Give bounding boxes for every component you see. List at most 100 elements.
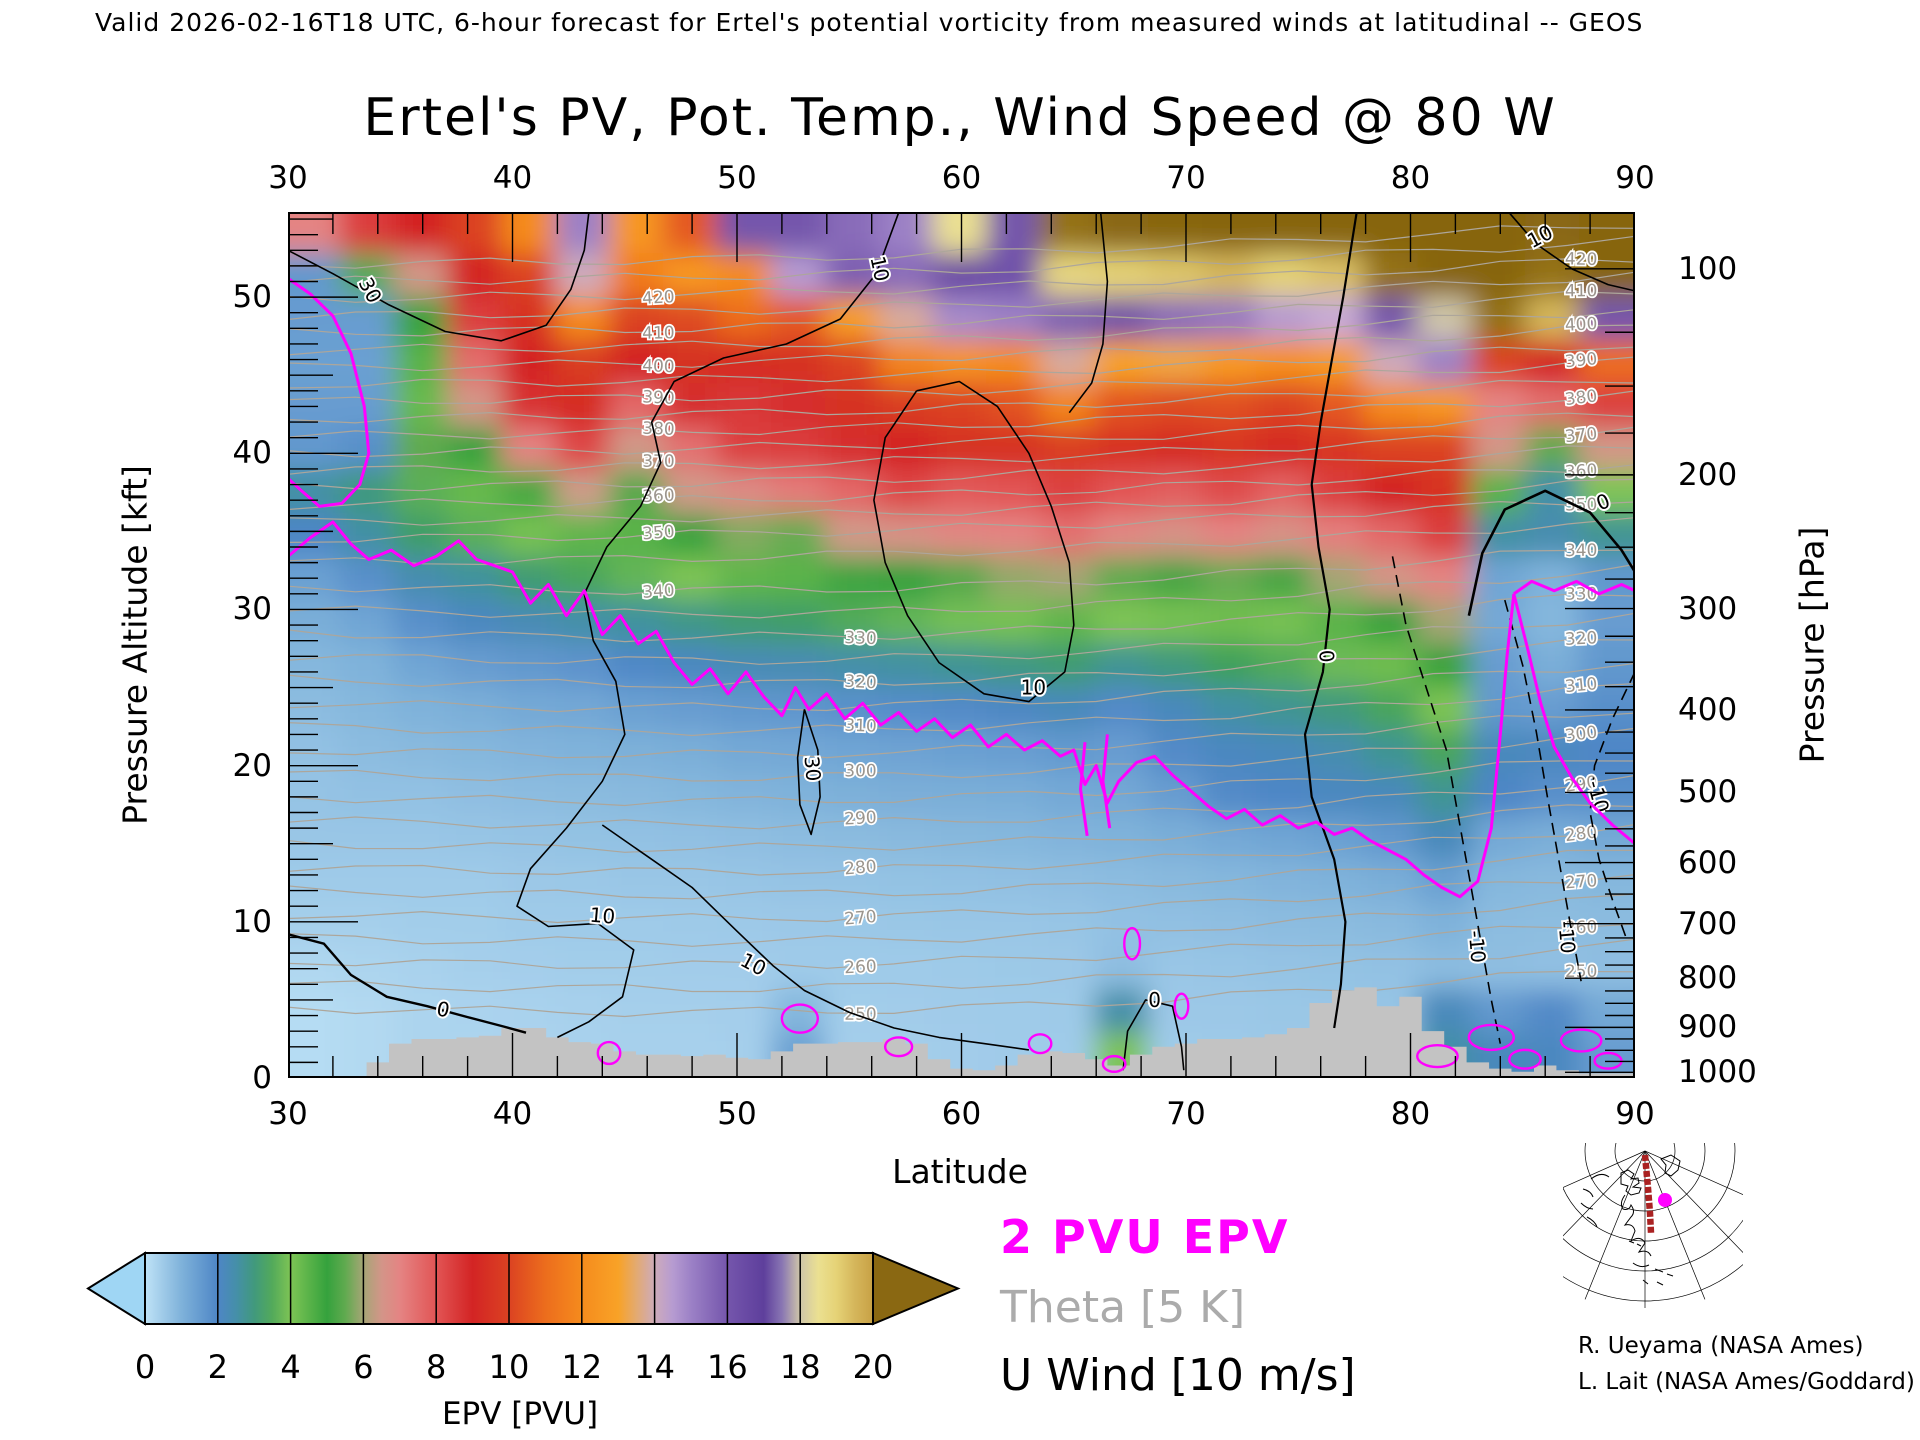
svg-text:320: 320 xyxy=(1564,628,1597,650)
tick-label: 900 xyxy=(1678,1009,1738,1046)
left-axis-tick-labels: 0 10 20 30 40 50 xyxy=(0,0,272,1440)
tick-label: 400 xyxy=(1678,691,1738,728)
epv-colorbar xyxy=(86,1251,961,1326)
transect-line xyxy=(1641,1154,1655,1234)
epv-heatmap xyxy=(288,212,1635,1078)
svg-text:410: 410 xyxy=(1565,281,1598,301)
tick-label: 50 xyxy=(232,279,272,316)
colorbar-tick-labels: 0 2 4 6 8 10 12 14 16 18 20 xyxy=(80,1348,980,1388)
svg-text:-10: -10 xyxy=(1464,929,1491,964)
plot-title: Ertel's PV, Pot. Temp., Wind Speed @ 80 … xyxy=(363,88,1557,148)
svg-text:320: 320 xyxy=(844,672,877,694)
tick-label: 40 xyxy=(232,435,272,472)
tick-label: 8 xyxy=(426,1348,447,1386)
svg-text:280: 280 xyxy=(843,857,877,880)
tick-label: 100 xyxy=(1678,250,1738,287)
top-axis-tick-labels: 30 40 50 60 70 80 90 xyxy=(0,160,1920,196)
colorbar-title: EPV [PVU] xyxy=(441,1396,599,1432)
valid-time-header: Valid 2026-02-16T18 UTC, 6-hour forecast… xyxy=(95,8,1644,37)
svg-text:270: 270 xyxy=(1564,871,1598,893)
svg-text:330: 330 xyxy=(1565,584,1598,604)
svg-text:380: 380 xyxy=(642,419,675,440)
svg-text:410: 410 xyxy=(642,323,675,344)
tick-label: 70 xyxy=(1166,160,1206,196)
tick-label: 200 xyxy=(1678,456,1738,493)
svg-text:370: 370 xyxy=(642,452,674,472)
svg-text:300: 300 xyxy=(1564,722,1599,746)
tick-label: 20 xyxy=(852,1348,894,1386)
tick-label: 10 xyxy=(232,903,272,940)
tick-label: 0 xyxy=(252,1060,272,1096)
credit-line-1: R. Ueyama (NASA Ames) xyxy=(1578,1333,1864,1359)
tick-label: 0 xyxy=(134,1348,156,1386)
tick-label: 600 xyxy=(1678,844,1738,881)
svg-text:360: 360 xyxy=(1564,461,1598,483)
legend-theta: Theta [5 K] xyxy=(1000,1282,1246,1333)
tick-label: 500 xyxy=(1678,774,1738,811)
svg-text:-10: -10 xyxy=(1554,920,1581,955)
map-coastlines xyxy=(1580,1154,1681,1286)
plot-frame xyxy=(288,212,1635,1078)
legend-uwind: U Wind [10 m/s] xyxy=(1000,1350,1356,1401)
svg-text:330: 330 xyxy=(844,628,877,649)
tick-label: 10 xyxy=(488,1348,530,1386)
right-axis-title: Pressure [hPa] xyxy=(1792,526,1832,764)
svg-text:270: 270 xyxy=(843,907,877,930)
svg-text:310: 310 xyxy=(844,716,877,737)
flight-location-marker xyxy=(1658,1193,1672,1207)
tick-label: 30 xyxy=(232,591,272,628)
tropopause-2pvu-contour xyxy=(288,277,1635,1073)
tick-label: 50 xyxy=(717,1096,757,1132)
tick-label: 60 xyxy=(941,160,982,196)
tick-label: 50 xyxy=(717,160,757,196)
tick-label: 80 xyxy=(1390,160,1431,196)
tick-label: 70 xyxy=(1166,1096,1206,1132)
svg-text:400: 400 xyxy=(1564,314,1598,336)
tick-label: 12 xyxy=(561,1348,603,1386)
svg-text:0: 0 xyxy=(1314,649,1339,664)
tick-label: 90 xyxy=(1615,1096,1655,1132)
svg-text:420: 420 xyxy=(1565,249,1598,270)
tick-label: 18 xyxy=(779,1348,821,1386)
tick-label: 30 xyxy=(268,1096,308,1132)
tick-label: 800 xyxy=(1678,960,1738,997)
svg-text:360: 360 xyxy=(642,486,675,508)
credit-line-2: L. Lait (NASA Ames/Goddard) xyxy=(1578,1369,1915,1395)
tick-label: 700 xyxy=(1678,905,1738,942)
svg-text:340: 340 xyxy=(1565,541,1598,561)
tick-label: 60 xyxy=(941,1096,982,1132)
svg-text:260: 260 xyxy=(1565,917,1598,938)
svg-text:260: 260 xyxy=(844,957,877,979)
tick-label: 1000 xyxy=(1678,1054,1757,1091)
svg-text:350: 350 xyxy=(1565,495,1598,515)
tick-label: 14 xyxy=(634,1348,675,1386)
terrain-silhouette xyxy=(288,987,1635,1078)
svg-text:0: 0 xyxy=(1148,988,1161,1012)
svg-text:310: 310 xyxy=(1564,674,1598,697)
svg-text:290: 290 xyxy=(844,808,877,830)
x-axis-title: Latitude xyxy=(892,1152,1028,1191)
svg-text:420: 420 xyxy=(642,287,676,309)
svg-text:250: 250 xyxy=(844,1005,876,1025)
tick-label: 6 xyxy=(353,1348,374,1386)
tick-label: 300 xyxy=(1678,590,1738,627)
legend-2pvu-epv: 2 PVU EPV xyxy=(1000,1210,1290,1264)
tick-label: 80 xyxy=(1390,1096,1431,1132)
axis-ticks xyxy=(288,212,1635,1078)
map-graticule xyxy=(1563,1143,1743,1308)
svg-text:390: 390 xyxy=(1564,349,1598,372)
tick-label: 16 xyxy=(707,1348,748,1386)
svg-text:300: 300 xyxy=(844,761,877,781)
tick-label: 2 xyxy=(207,1348,228,1386)
transect-location-map xyxy=(1563,1143,1743,1308)
svg-text:10: 10 xyxy=(589,903,616,929)
svg-text:30: 30 xyxy=(800,755,826,782)
svg-text:400: 400 xyxy=(642,356,675,377)
tick-label: 90 xyxy=(1615,160,1655,196)
tick-label: 20 xyxy=(232,747,272,784)
svg-text:340: 340 xyxy=(642,581,676,603)
bottom-axis-tick-labels: 30 40 50 60 70 80 90 xyxy=(0,1096,1920,1132)
svg-text:380: 380 xyxy=(1564,386,1599,410)
tick-label: 30 xyxy=(268,160,308,196)
